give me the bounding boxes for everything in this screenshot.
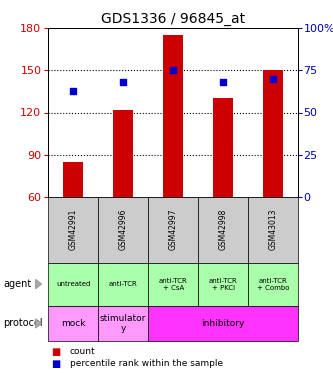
Text: ■: ■ [52,347,61,357]
Point [220,79,226,85]
Title: GDS1336 / 96845_at: GDS1336 / 96845_at [101,12,245,26]
Bar [213,99,233,197]
Text: GSM42996: GSM42996 [119,209,128,251]
Text: count: count [70,347,96,356]
Text: anti-TCR
+ CsA: anti-TCR + CsA [159,278,187,291]
Text: untreated: untreated [56,281,91,287]
Point [270,76,276,82]
Text: protocol: protocol [3,318,43,328]
Text: GSM43013: GSM43013 [268,209,278,251]
Text: percentile rank within the sample: percentile rank within the sample [70,359,223,368]
Bar [163,35,183,197]
Text: anti-TCR
+ Combo: anti-TCR + Combo [257,278,289,291]
Text: stimulator
y: stimulator y [100,314,147,333]
Bar [263,70,283,197]
Text: inhibitory: inhibitory [201,319,245,328]
Point [71,88,76,94]
Text: GSM42998: GSM42998 [218,209,228,251]
Text: anti-TCR: anti-TCR [109,281,138,287]
Point [170,68,176,74]
Text: GSM42997: GSM42997 [168,209,178,251]
Bar [63,162,83,197]
Text: GSM42991: GSM42991 [69,209,78,251]
Text: anti-TCR
+ PKCi: anti-TCR + PKCi [209,278,237,291]
Text: mock: mock [61,319,86,328]
Point [121,79,126,85]
Bar [113,110,133,197]
Text: agent: agent [3,279,32,289]
Text: ■: ■ [52,359,61,369]
